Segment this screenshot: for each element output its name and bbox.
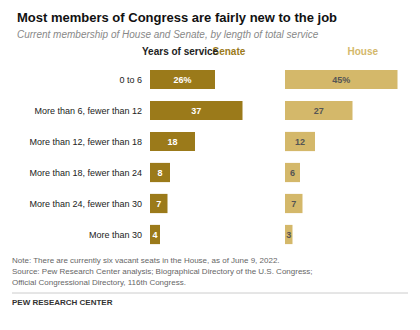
- svg-text:PEW RESEARCH CENTER: PEW RESEARCH CENTER: [12, 298, 113, 307]
- svg-text:Most members of Congress are f: Most members of Congress are fairly new …: [17, 10, 337, 25]
- svg-text:Note: There are currently six: Note: There are currently six vacant sea…: [12, 256, 280, 265]
- svg-text:12: 12: [295, 137, 305, 147]
- svg-text:Official Congressional Directo: Official Congressional Directory, 116th …: [12, 278, 186, 287]
- svg-text:Senate: Senate: [212, 45, 246, 57]
- svg-text:6: 6: [290, 168, 295, 178]
- svg-text:7: 7: [291, 199, 296, 209]
- svg-text:Source: Pew Research Center an: Source: Pew Research Center analysis; Bi…: [12, 267, 313, 276]
- svg-text:Years of service: Years of service: [142, 46, 219, 57]
- svg-text:7: 7: [156, 199, 161, 209]
- svg-text:More than 6, fewer than 12: More than 6, fewer than 12: [34, 106, 142, 116]
- svg-text:More than 12, fewer than 18: More than 12, fewer than 18: [29, 137, 142, 147]
- svg-text:4: 4: [152, 230, 157, 240]
- svg-text:37: 37: [191, 106, 201, 116]
- svg-text:Current membership of House an: Current membership of House and Senate, …: [17, 29, 319, 40]
- svg-text:18: 18: [167, 137, 177, 147]
- svg-text:More than 24, fewer than 30: More than 24, fewer than 30: [29, 199, 142, 209]
- svg-text:27: 27: [314, 106, 324, 116]
- svg-text:More than 18, fewer than 24: More than 18, fewer than 24: [29, 168, 142, 178]
- svg-text:26%: 26%: [173, 75, 191, 85]
- svg-text:3: 3: [286, 230, 291, 240]
- svg-text:8: 8: [157, 168, 162, 178]
- svg-text:House: House: [347, 46, 378, 57]
- svg-text:45%: 45%: [332, 75, 350, 85]
- svg-text:More than 30: More than 30: [89, 230, 142, 240]
- svg-text:0 to 6: 0 to 6: [119, 75, 142, 85]
